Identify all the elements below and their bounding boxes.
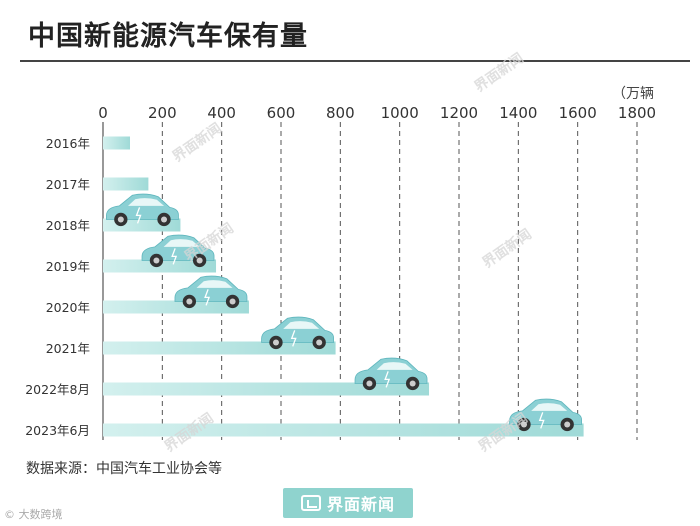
x-tick-label: 400 xyxy=(207,104,236,122)
corner-mark: © 大数跨境 xyxy=(4,506,63,522)
x-tick-label: 1600 xyxy=(559,104,597,122)
weibo-icon: © xyxy=(4,508,15,521)
bar xyxy=(103,382,430,396)
x-tick-label: 1000 xyxy=(381,104,419,122)
bar xyxy=(103,341,336,355)
page-title: 中国新能源汽车保有量 xyxy=(28,21,308,52)
category-label: 2023年6月 xyxy=(25,423,90,438)
brand-label: 界面新闻 xyxy=(326,495,395,514)
car-icon xyxy=(261,316,334,350)
x-tick-label: 600 xyxy=(267,104,296,122)
x-tick-label: 200 xyxy=(148,104,177,122)
brand-badge: 界面新闻 xyxy=(283,488,413,518)
corner-mark-label: 大数跨境 xyxy=(18,508,63,521)
x-tick-label: 800 xyxy=(326,104,355,122)
category-label: 2020年 xyxy=(46,300,90,315)
car-icon xyxy=(174,275,248,309)
bar xyxy=(103,136,130,150)
category-label: 2016年 xyxy=(46,136,90,151)
category-label: 2021年 xyxy=(46,341,90,356)
bar xyxy=(103,300,249,314)
car-icon xyxy=(106,193,179,227)
x-tick-label: 1800 xyxy=(618,104,656,122)
title-divider xyxy=(20,60,690,62)
bar xyxy=(103,177,149,191)
category-label: 2019年 xyxy=(46,259,90,274)
bar xyxy=(103,423,584,437)
x-tick-label: 1200 xyxy=(440,104,478,122)
car-icon xyxy=(354,357,428,391)
car-icon xyxy=(509,398,582,432)
source-note: 数据来源：中国汽车工业协会等 xyxy=(26,461,222,477)
x-tick-label: 1400 xyxy=(499,104,537,122)
axis-unit-label: （万辆 xyxy=(612,86,654,102)
category-label: 2017年 xyxy=(46,177,90,192)
category-label: 2022年8月 xyxy=(25,382,90,397)
x-tick-label: 0 xyxy=(98,104,108,122)
category-label: 2018年 xyxy=(46,218,90,233)
car-icon xyxy=(141,234,215,268)
brand-logo-icon xyxy=(300,495,321,511)
